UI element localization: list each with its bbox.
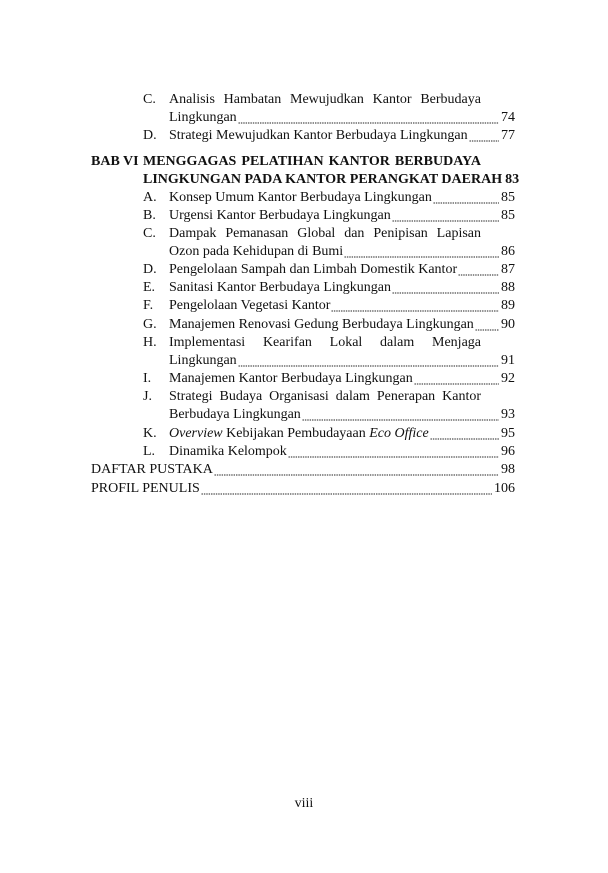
- dot-leader: [301, 419, 499, 421]
- item-letter: C.: [143, 226, 156, 241]
- entry-title: Pengelolaan Sampah dan Limbah Domestik K…: [169, 262, 458, 277]
- dot-leader: [237, 365, 499, 367]
- entry-title: Analisis Hambatan Mewujudkan Kantor Berb…: [169, 92, 481, 107]
- entry-title: Berbudaya Lingkungan: [169, 407, 301, 422]
- dot-leader: [344, 256, 499, 258]
- page-number: 77: [501, 128, 515, 143]
- chapter-label: BAB VI: [91, 154, 139, 169]
- page-number: 87: [501, 262, 515, 277]
- toc-entry[interactable]: Urgensi Kantor Berbudaya Lingkungan 85: [169, 207, 515, 225]
- entry-title: Strategi Budaya Organisasi dalam Penerap…: [169, 389, 481, 404]
- page-number: 96: [501, 444, 515, 459]
- toc-entry[interactable]: Berbudaya Lingkungan 93: [169, 406, 515, 424]
- item-letter: D.: [143, 262, 157, 277]
- page-number: 92: [501, 371, 515, 386]
- dot-leader: [468, 140, 499, 142]
- chapter-title: LINGKUNGAN PADA KANTOR PERANGKAT DAERAH: [143, 172, 503, 187]
- toc-entry[interactable]: Pengelolaan Sampah dan Limbah Domestik K…: [169, 261, 515, 279]
- entry-title: Urgensi Kantor Berbudaya Lingkungan: [169, 208, 391, 223]
- dot-leader: [200, 493, 492, 495]
- item-letter: C.: [143, 92, 156, 107]
- toc-entry[interactable]: Dampak Pemanasan Global dan Penipisan La…: [169, 225, 515, 243]
- page-number: 106: [494, 481, 515, 496]
- entry-title: Manajemen Kantor Berbudaya Lingkungan: [169, 371, 413, 386]
- dot-leader: [392, 292, 499, 294]
- toc-entry[interactable]: Manajemen Renovasi Gedung Berbudaya Ling…: [169, 316, 515, 334]
- entry-title: Overview Kebijakan Pembudayaan Eco Offic…: [169, 425, 429, 443]
- entry-title: Konsep Umum Kantor Berbudaya Lingkungan: [169, 190, 432, 205]
- page-number: 90: [501, 317, 515, 332]
- italic-term: Eco Office: [369, 426, 429, 441]
- entry-title: Sanitasi Kantor Berbudaya Lingkungan: [169, 280, 392, 295]
- item-letter: E.: [143, 280, 156, 295]
- item-letter: H.: [143, 335, 157, 350]
- page-folio: viii: [294, 796, 314, 811]
- toc-entry[interactable]: Pengelolaan Vegetasi Kantor 89: [169, 297, 515, 315]
- italic-term: Overview: [169, 426, 223, 441]
- entry-title: Dampak Pemanasan Global dan Penipisan La…: [169, 226, 481, 241]
- toc-entry[interactable]: Ozon pada Kehidupan di Bumi 86: [169, 243, 515, 261]
- toc-entry[interactable]: Implementasi Kearifan Lokal dalam Menjag…: [169, 334, 515, 352]
- dot-leader: [237, 122, 499, 124]
- toc-entry[interactable]: Analisis Hambatan Mewujudkan Kantor Berb…: [169, 91, 515, 109]
- dot-leader: [287, 456, 499, 458]
- entry-title: Strategi Mewujudkan Kantor Berbudaya Lin…: [169, 128, 468, 143]
- item-letter: A.: [143, 190, 157, 205]
- toc-entry-daftar-pustaka[interactable]: DAFTAR PUSTAKA 98: [91, 461, 515, 479]
- item-letter: J.: [143, 389, 152, 404]
- toc-entry[interactable]: Konsep Umum Kantor Berbudaya Lingkungan 8…: [169, 189, 515, 207]
- chapter-title: MENGGAGAS PELATIHAN KANTOR BERBUDAYA: [143, 154, 481, 169]
- item-letter: G.: [143, 317, 157, 332]
- toc-entry[interactable]: Strategi Mewujudkan Kantor Berbudaya Lin…: [169, 127, 515, 145]
- toc-entry[interactable]: Lingkungan 91: [169, 352, 515, 370]
- page-number: 91: [501, 353, 515, 368]
- entry-title: Lingkungan: [169, 110, 237, 125]
- item-letter: L.: [143, 444, 156, 459]
- toc-entry[interactable]: Sanitasi Kantor Berbudaya Lingkungan 88: [169, 279, 515, 297]
- page-number: 89: [501, 298, 515, 313]
- entry-text: Kebijakan Pembudayaan: [222, 426, 370, 441]
- toc-entry-profil-penulis[interactable]: PROFIL PENULIS 106: [91, 480, 515, 498]
- page-number: 86: [501, 244, 515, 259]
- entry-title: Pengelolaan Vegetasi Kantor: [169, 298, 331, 313]
- dot-leader: [474, 329, 499, 331]
- entry-title: Ozon pada Kehidupan di Bumi: [169, 244, 344, 259]
- entry-title: Manajemen Renovasi Gedung Berbudaya Ling…: [169, 317, 474, 332]
- chapter-entry[interactable]: LINGKUNGAN PADA KANTOR PERANGKAT DAERAH 8…: [143, 171, 519, 189]
- page-number: 88: [501, 280, 515, 295]
- item-letter: B.: [143, 208, 156, 223]
- page-number: 83: [505, 172, 520, 187]
- item-letter: D.: [143, 128, 157, 143]
- page-number: 85: [501, 190, 515, 205]
- dot-leader: [458, 274, 499, 276]
- toc-entry[interactable]: Manajemen Kantor Berbudaya Lingkungan 92: [169, 370, 515, 388]
- entry-title: DAFTAR PUSTAKA: [91, 462, 213, 477]
- toc-entry[interactable]: Overview Kebijakan Pembudayaan Eco Offic…: [169, 425, 515, 443]
- toc-entry[interactable]: Strategi Budaya Organisasi dalam Penerap…: [169, 388, 515, 406]
- chapter-entry[interactable]: MENGGAGAS PELATIHAN KANTOR BERBUDAYA: [143, 153, 515, 171]
- page-number: 85: [501, 208, 515, 223]
- entry-title: PROFIL PENULIS: [91, 481, 200, 496]
- page-number: 74: [501, 110, 515, 125]
- entry-title: Implementasi Kearifan Lokal dalam Menjag…: [169, 335, 481, 350]
- item-letter: F.: [143, 298, 154, 313]
- dot-leader: [429, 438, 499, 440]
- page-number: 93: [501, 407, 515, 422]
- dot-leader: [432, 202, 499, 204]
- page-number: 95: [501, 426, 515, 441]
- page-number: 98: [501, 462, 515, 477]
- dot-leader: [413, 383, 499, 385]
- dot-leader: [391, 220, 499, 222]
- item-letter: K.: [143, 426, 157, 441]
- entry-title: Dinamika Kelompok: [169, 444, 287, 459]
- toc-entry[interactable]: Dinamika Kelompok 96: [169, 443, 515, 461]
- dot-leader: [331, 310, 499, 312]
- item-letter: I.: [143, 371, 152, 386]
- entry-title: Lingkungan: [169, 353, 237, 368]
- dot-leader: [213, 474, 499, 476]
- toc-entry[interactable]: Lingkungan 74: [169, 109, 515, 127]
